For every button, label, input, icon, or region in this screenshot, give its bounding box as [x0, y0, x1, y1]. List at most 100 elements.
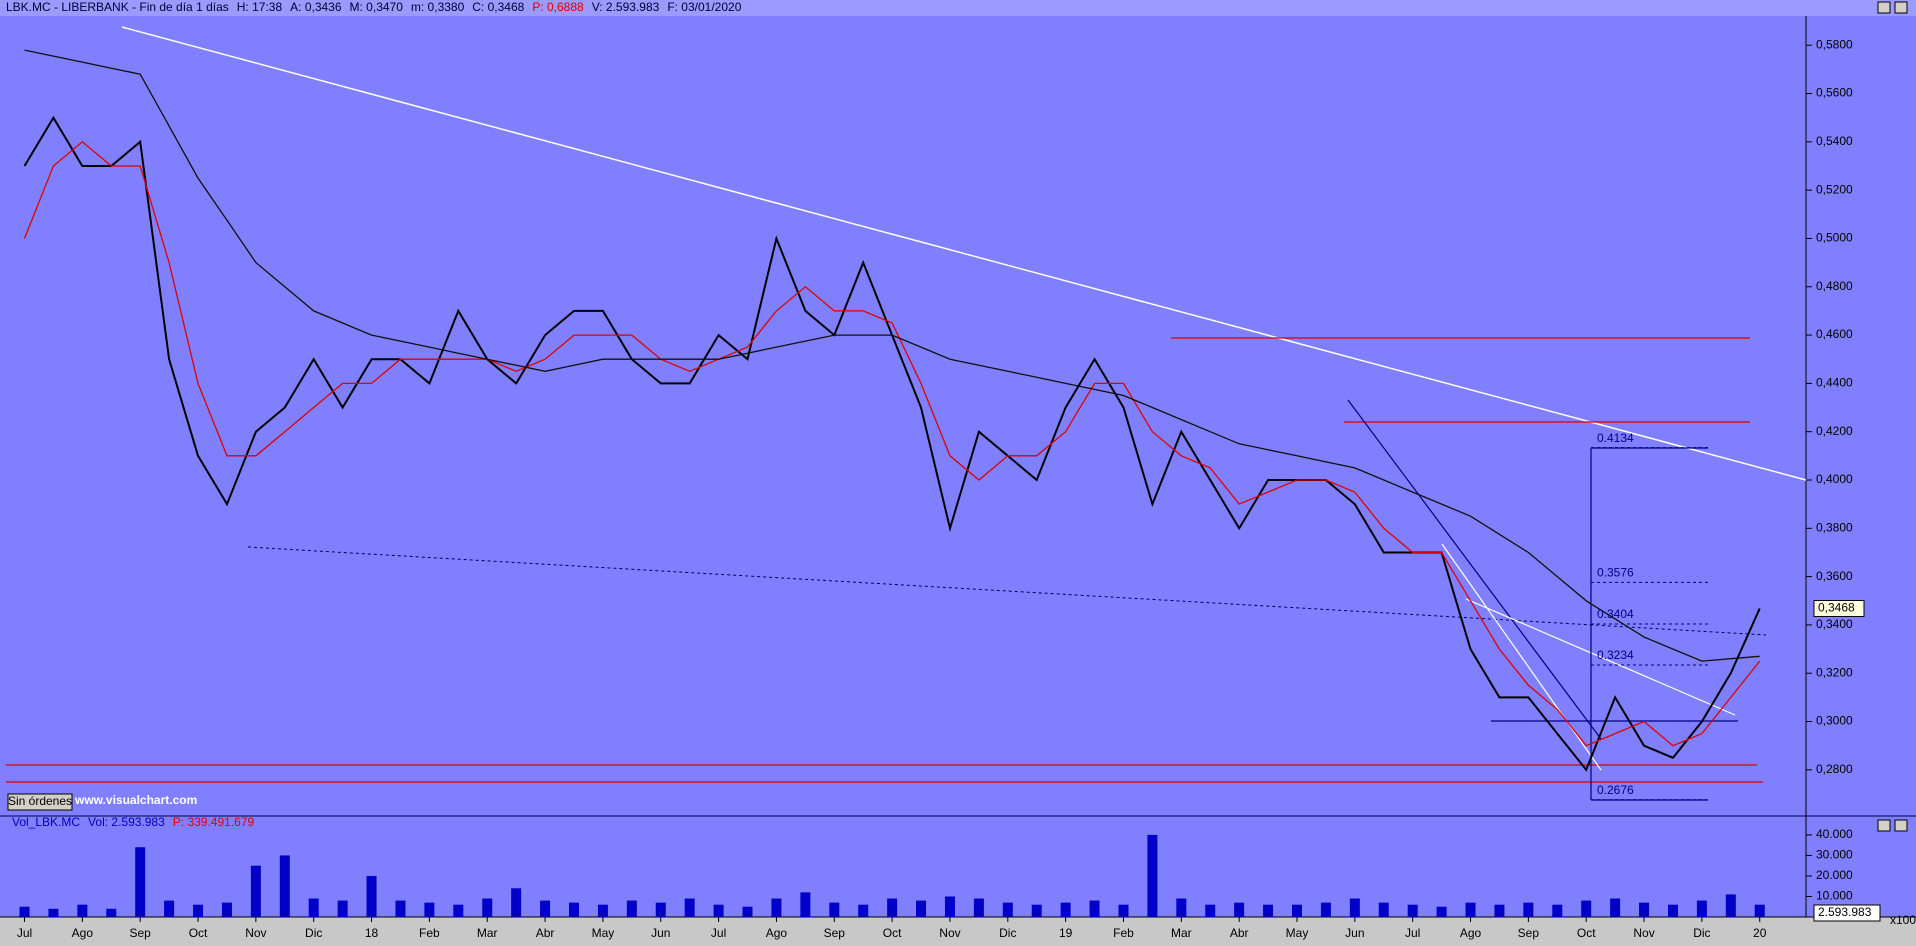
volume-bar	[1494, 904, 1505, 917]
x-tick-label: Sep	[824, 926, 846, 940]
y-tick-label: 0,3000	[1816, 714, 1853, 728]
close-button[interactable]	[1894, 1, 1908, 14]
trend-line	[1465, 598, 1736, 716]
volume-tick-label: 40.000	[1816, 827, 1853, 841]
volume-bar	[887, 898, 898, 917]
x-tick-label: Ago	[1460, 926, 1482, 940]
volume-bar	[1292, 904, 1303, 917]
x-tick-label: Nov	[939, 926, 960, 940]
x-tick-label: Abr	[536, 926, 555, 940]
x-tick-label: Oct	[883, 926, 902, 940]
volume-bar	[308, 898, 319, 917]
y-tick-label: 0,5000	[1816, 231, 1853, 245]
orders-button[interactable]	[7, 793, 73, 811]
y-tick-label: 0,3800	[1816, 520, 1853, 534]
volume-bar	[135, 847, 146, 917]
volume-tag-box	[1813, 904, 1881, 922]
header-bar	[0, 0, 1916, 16]
volume-bar	[511, 888, 522, 917]
close-button[interactable]	[1894, 819, 1908, 832]
y-tick-label: 0,5200	[1816, 182, 1853, 196]
x-tick-label: 20	[1753, 926, 1767, 940]
price-line	[23, 140, 1761, 747]
volume-bar	[1667, 904, 1678, 917]
volume-header-item: Vol: 2.593.983	[88, 815, 165, 829]
volume-bar	[1378, 902, 1389, 917]
x-tick-label: Nov	[245, 926, 266, 940]
time-axis-bar	[0, 917, 1916, 946]
volume-bar	[1176, 898, 1187, 917]
volume-bar	[164, 900, 175, 917]
volume-bar	[221, 902, 232, 917]
volume-bar	[1147, 834, 1158, 917]
x-tick-label: Feb	[419, 926, 440, 940]
header-item: H: 17:38	[237, 0, 283, 14]
volume-bar	[626, 900, 637, 917]
volume-bar	[973, 898, 984, 917]
x-tick-label: May	[1286, 926, 1309, 940]
fibonacci-label: 0.3404	[1597, 607, 1634, 621]
y-tick-label: 0,5800	[1816, 37, 1853, 51]
volume-tick-label: 30.000	[1816, 848, 1853, 862]
orders-button-label[interactable]: Sin órdenes	[8, 794, 72, 808]
volume-bar	[1754, 904, 1765, 917]
x-tick-label: May	[592, 926, 615, 940]
y-tick-label: 0,5600	[1816, 86, 1853, 100]
y-tick-label: 0,5400	[1816, 134, 1853, 148]
volume-bar	[424, 902, 435, 917]
volume-bar	[858, 904, 869, 917]
volume-bar	[1263, 904, 1274, 917]
x-tick-label: Jul	[17, 926, 32, 940]
volume-bar	[800, 892, 811, 917]
volume-bar	[1089, 900, 1100, 917]
volume-bar	[77, 904, 88, 917]
trend-line	[1347, 399, 1602, 740]
volume-bar	[1118, 904, 1129, 917]
x-tick-label: Ago	[72, 926, 94, 940]
fibonacci-label: 0.3234	[1597, 648, 1634, 662]
volume-bar	[48, 908, 59, 917]
x-tick-label: 18	[365, 926, 379, 940]
header-item: A: 0,3436	[290, 0, 342, 14]
volume-bar	[597, 904, 608, 917]
x-tick-label: Jul	[711, 926, 726, 940]
volume-bar	[742, 906, 753, 917]
y-tick-label: 0,3600	[1816, 569, 1853, 583]
price-tag-label: 0,3468	[1818, 601, 1855, 615]
minimize-button[interactable]	[1877, 819, 1891, 832]
price-line	[24, 49, 1760, 662]
x-tick-label: Sep	[130, 926, 152, 940]
volume-bar	[771, 898, 782, 917]
header-item: M: 0,3470	[350, 0, 404, 14]
volume-bar	[1581, 900, 1592, 917]
minimize-button[interactable]	[1877, 1, 1891, 14]
volume-bar	[1610, 898, 1621, 917]
y-tick-label: 0,4800	[1816, 279, 1853, 293]
volume-axis-note: x1000	[1890, 913, 1916, 927]
x-tick-label: Jul	[1405, 926, 1420, 940]
x-tick-label: Mar	[477, 926, 498, 940]
volume-bar	[1696, 900, 1707, 917]
header-item: F: 03/01/2020	[667, 0, 741, 14]
price-tag	[1813, 599, 1865, 617]
x-tick-label: Nov	[1633, 926, 1654, 940]
volume-bar	[1552, 904, 1563, 917]
x-tick-label: Jun	[1345, 926, 1364, 940]
x-tick-label: Sep	[1518, 926, 1540, 940]
y-tick-label: 0,2800	[1816, 762, 1853, 776]
y-tick-label: 0,4400	[1816, 376, 1853, 390]
fibonacci-label: 0.3576	[1597, 566, 1634, 580]
volume-bar	[916, 900, 927, 917]
x-tick-label: Jun	[651, 926, 670, 940]
volume-bar	[482, 898, 493, 917]
volume-bar	[568, 902, 579, 917]
volume-bar	[366, 875, 377, 917]
x-tick-label: 19	[1059, 926, 1073, 940]
x-tick-label: Ago	[766, 926, 788, 940]
header-item: V: 2.593.983	[592, 0, 660, 14]
header-item: C: 0,3468	[472, 0, 524, 14]
trend-line	[121, 26, 1807, 481]
volume-bar	[1234, 902, 1245, 917]
volume-bar	[540, 900, 551, 917]
fibonacci-label: 0.2676	[1597, 783, 1634, 797]
